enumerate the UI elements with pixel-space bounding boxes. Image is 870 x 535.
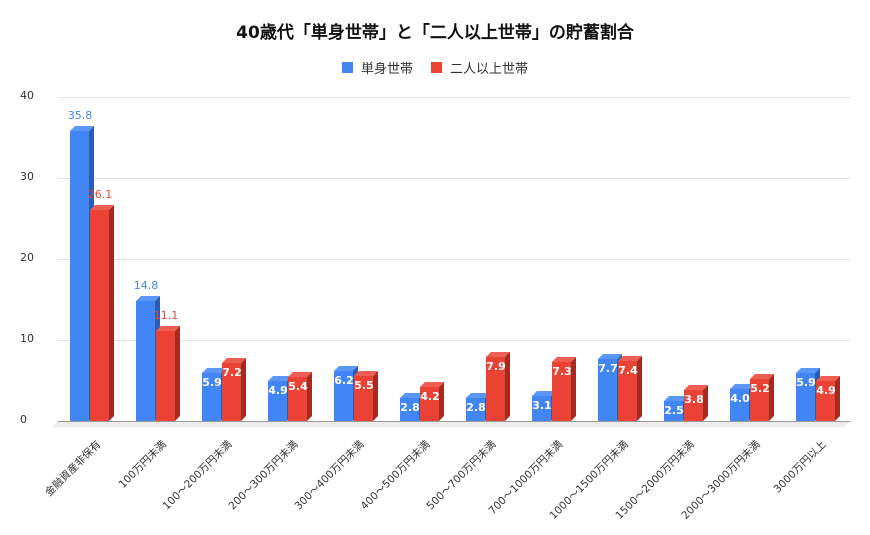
legend-swatch-blue-icon: [341, 62, 353, 73]
bar-multi[interactable]: [684, 385, 708, 421]
bar-single[interactable]: [730, 383, 754, 421]
x-axis-baseline: [58, 421, 850, 422]
x-tick-label: 100万円未満: [116, 438, 169, 491]
legend-item-single[interactable]: 単身世帯: [341, 58, 413, 77]
gridline: [58, 178, 850, 179]
legend-label: 二人以上世帯: [450, 62, 529, 77]
data-label: 14.8: [133, 279, 159, 293]
data-label: 7.2: [222, 365, 242, 379]
data-label: 6.2: [334, 373, 354, 387]
legend: 単身世帯 二人以上世帯: [0, 58, 870, 77]
gridline: [58, 340, 850, 341]
x-tick-label: 3000万円以上: [771, 438, 829, 496]
bar-multi[interactable]: [420, 381, 444, 421]
data-label: 5.4: [288, 380, 308, 394]
bar-multi[interactable]: [222, 357, 246, 421]
data-label: 4.2: [420, 389, 440, 403]
data-label: 35.8: [67, 109, 93, 123]
legend-item-multi[interactable]: 二人以上世帯: [431, 58, 528, 77]
y-tick-label: 30: [20, 170, 34, 183]
chart-title: 40歳代「単身世帯」と「二人以上世帯」の貯蓄割合: [236, 23, 634, 43]
data-label: 5.9: [796, 376, 816, 390]
bar-multi[interactable]: [354, 371, 378, 421]
bar-single[interactable]: [466, 393, 490, 421]
bar-multi[interactable]: [750, 373, 774, 421]
gridline: [58, 259, 850, 260]
data-label: 5.5: [354, 379, 374, 393]
legend-swatch-red-icon: [431, 62, 442, 73]
bar-single[interactable]: [70, 126, 94, 421]
bar-side-face: [835, 376, 840, 421]
data-label: 3.1: [532, 398, 552, 412]
data-label: 5.9: [202, 376, 222, 390]
y-tick-label: 10: [20, 332, 34, 345]
bar-single[interactable]: [598, 353, 622, 421]
bar-single[interactable]: [664, 395, 688, 421]
data-label: 26.1: [87, 187, 113, 201]
bar-multi[interactable]: [816, 376, 840, 421]
bar-multi[interactable]: [486, 352, 510, 421]
gridline: [58, 97, 850, 98]
bar-multi[interactable]: [156, 326, 180, 421]
bar-side-face: [109, 204, 114, 421]
bar-multi[interactable]: [288, 372, 312, 421]
data-label: 5.2: [750, 381, 770, 395]
bar-multi[interactable]: [618, 356, 642, 421]
bar-single[interactable]: [334, 365, 358, 421]
bar-single[interactable]: [202, 368, 226, 421]
legend-label: 単身世帯: [360, 62, 413, 77]
y-tick-label: 40: [20, 89, 34, 102]
bar-single[interactable]: [136, 296, 160, 421]
bar-single[interactable]: [796, 368, 820, 421]
x-tick-label: 金融資産非保有: [42, 438, 103, 499]
y-tick-label: 20: [20, 251, 34, 264]
bar-single[interactable]: [400, 393, 424, 421]
data-label: 7.9: [486, 360, 506, 373]
bar-multi[interactable]: [552, 356, 576, 421]
data-label: 2.8: [400, 401, 420, 415]
data-label: 7.4: [618, 364, 638, 378]
data-label: 4.9: [816, 384, 836, 398]
bar-single[interactable]: [268, 376, 292, 421]
y-tick-label: 0: [20, 413, 27, 426]
data-label: 11.1: [153, 309, 179, 323]
data-label: 7.3: [552, 364, 572, 378]
bar-single[interactable]: [532, 390, 556, 421]
data-label: 4.9: [268, 384, 288, 398]
data-label: 4.0: [730, 391, 750, 405]
data-label: 3.8: [684, 393, 704, 407]
data-label: 7.7: [598, 361, 618, 375]
data-label: 2.8: [466, 401, 486, 415]
bar-multi[interactable]: [90, 204, 114, 421]
bar-side-face: [175, 326, 180, 421]
data-label: 2.5: [664, 403, 684, 417]
x-tick-label: 500〜700万円未満: [424, 438, 499, 513]
